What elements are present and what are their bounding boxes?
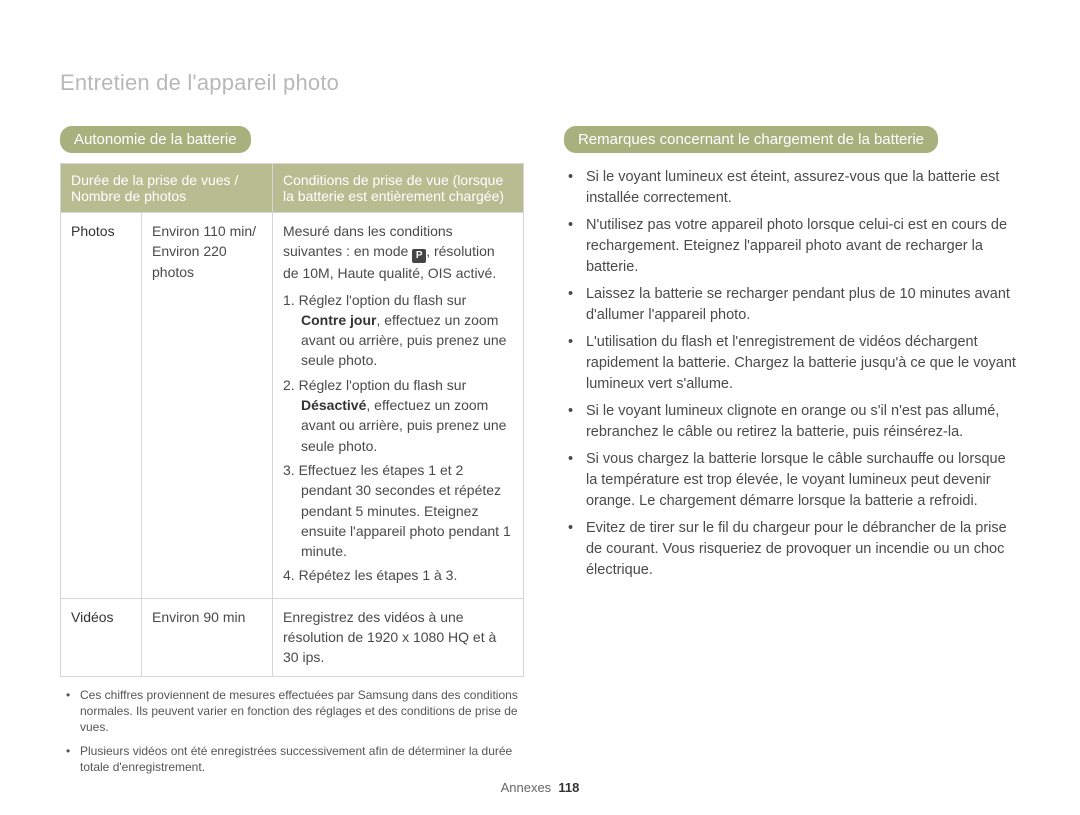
list-item: 4. Répétez les étapes 1 à 3. (283, 565, 513, 585)
photos-cond-intro: Mesuré dans les conditions suivantes : e… (283, 221, 513, 284)
table-header-col2: Conditions de prise de vue (lorsque la b… (273, 164, 524, 213)
list-item: Si le voyant lumineux clignote en orange… (582, 401, 1020, 443)
step-post: Effectuez les étapes 1 et 2 pendant 30 s… (299, 462, 511, 559)
page-title: Entretien de l'appareil photo (60, 70, 1020, 96)
page-footer: Annexes 118 (0, 780, 1080, 795)
step-num: 4. (283, 567, 295, 583)
table-header-col1: Durée de la prise de vues / Nombre de ph… (61, 164, 273, 213)
step-bold: Désactivé (301, 397, 366, 413)
step-num: 3. (283, 462, 295, 478)
list-item: 3. Effectuez les étapes 1 et 2 pendant 3… (283, 460, 513, 561)
right-column: Remarques concernant le chargement de la… (564, 126, 1020, 788)
list-item: Plusieurs vidéos ont été enregistrées su… (72, 743, 524, 775)
row-photos-conditions: Mesuré dans les conditions suivantes : e… (273, 213, 524, 599)
step-num: 2. (283, 377, 295, 393)
list-item: Si le voyant lumineux est éteint, assure… (582, 167, 1020, 209)
list-item: Evitez de tirer sur le fil du chargeur p… (582, 518, 1020, 581)
page-container: Entretien de l'appareil photo Autonomie … (0, 0, 1080, 815)
charging-remarks-heading: Remarques concernant le chargement de la… (564, 126, 938, 153)
list-item: Laissez la batterie se recharger pendant… (582, 284, 1020, 326)
step-pre: Réglez l'option du flash sur (299, 292, 467, 308)
footnotes-list: Ces chiffres proviennent de mesures effe… (60, 687, 524, 776)
list-item: Ces chiffres proviennent de mesures effe… (72, 687, 524, 736)
mode-p-icon: P (412, 249, 426, 263)
row-videos-conditions: Enregistrez des vidéos à une résolution … (273, 598, 524, 676)
step-pre: Réglez l'option du flash sur (299, 377, 467, 393)
step-num: 1. (283, 292, 295, 308)
battery-autonomy-heading: Autonomie de la batterie (60, 126, 251, 153)
list-item: L'utilisation du flash et l'enregistreme… (582, 332, 1020, 395)
footer-label: Annexes (501, 780, 552, 795)
page-number: 118 (558, 780, 579, 795)
row-videos-label: Vidéos (61, 598, 142, 676)
step-bold: Contre jour (301, 312, 376, 328)
list-item: 1. Réglez l'option du flash sur Contre j… (283, 290, 513, 371)
row-photos-duration: Environ 110 min/ Environ 220 photos (142, 213, 273, 599)
remarks-list: Si le voyant lumineux est éteint, assure… (564, 167, 1020, 581)
row-photos-label: Photos (61, 213, 142, 599)
table-row: Photos Environ 110 min/ Environ 220 phot… (61, 213, 524, 599)
list-item: N'utilisez pas votre appareil photo lors… (582, 215, 1020, 278)
row-videos-duration: Environ 90 min (142, 598, 273, 676)
table-row: Vidéos Environ 90 min Enregistrez des vi… (61, 598, 524, 676)
content-columns: Autonomie de la batterie Durée de la pri… (60, 126, 1020, 788)
photos-steps-list: 1. Réglez l'option du flash sur Contre j… (283, 290, 513, 586)
list-item: 2. Réglez l'option du flash sur Désactiv… (283, 375, 513, 456)
step-post: Répétez les étapes 1 à 3. (299, 567, 458, 583)
list-item: Si vous chargez la batterie lorsque le c… (582, 449, 1020, 512)
left-column: Autonomie de la batterie Durée de la pri… (60, 126, 524, 788)
battery-table: Durée de la prise de vues / Nombre de ph… (60, 163, 524, 677)
